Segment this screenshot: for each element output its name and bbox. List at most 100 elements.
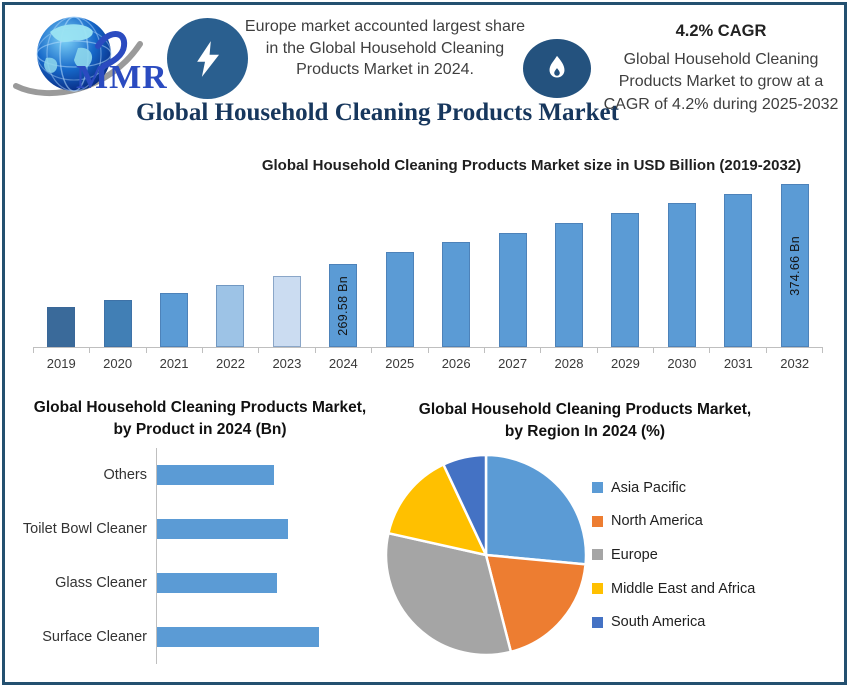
pie-slice-europe	[384, 531, 513, 657]
by-product-chart: Global Household Cleaning Products Marke…	[16, 397, 384, 664]
axis-tick	[429, 348, 485, 353]
flame-icon	[549, 55, 565, 78]
cagr-text: Global Household Cleaning Products Marke…	[603, 51, 839, 113]
axis-tick	[90, 348, 147, 353]
bar-column-2027	[484, 233, 540, 347]
axis-tick	[147, 348, 204, 353]
x-axis-line	[33, 347, 823, 348]
product-label: Toilet Bowl Cleaner	[22, 521, 147, 537]
bar-2030	[667, 203, 696, 347]
year-label-2020: 2020	[103, 356, 133, 371]
year-label-2019: 2019	[46, 356, 76, 371]
pie-slice-asia-pacific	[484, 453, 588, 566]
axis-tick	[259, 348, 316, 353]
market-size-chart: 269.58 Bn 374.66 Bn 2019 2020 2021 2022 2023 2…	[33, 177, 824, 371]
legend-swatch	[592, 482, 603, 494]
bar-2020	[103, 300, 132, 347]
legend-label: Asia Pacific	[611, 479, 686, 496]
year-label-2023: 2023	[272, 356, 302, 371]
product-row: Others	[16, 448, 384, 502]
bar-column-2025	[372, 252, 428, 347]
cagr-callout: 4.2% CAGR Global Household Cleaning Prod…	[597, 22, 845, 116]
market-size-bars: 269.58 Bn 374.66 Bn	[33, 177, 823, 347]
bar-column-2026	[428, 242, 484, 347]
axis-tick	[372, 348, 429, 353]
logo-text: MMR	[76, 59, 168, 96]
globe-icon: MMR	[13, 16, 168, 97]
pie-slice-south-america	[442, 453, 488, 557]
product-bar-area	[156, 556, 384, 610]
bar-column-2031	[710, 194, 766, 347]
bar-column-2023	[259, 276, 315, 347]
legend-label: Europe	[611, 546, 658, 563]
year-label-2025: 2025	[385, 356, 415, 371]
bar-value-label-2032: 374.66 Bn	[787, 235, 802, 296]
product-row: Surface Cleaner	[16, 610, 384, 664]
bar-2025	[385, 252, 414, 347]
legend-item-middle-east-and-africa: Middle East and Africa	[592, 572, 755, 606]
header-highlight-text: Europe market accounted largest share in…	[244, 18, 526, 78]
year-label-2030: 2030	[667, 356, 697, 371]
year-label-2031: 2031	[723, 356, 753, 371]
bar-column-2024: 269.58 Bn	[315, 264, 371, 347]
legend-swatch	[592, 583, 603, 595]
bar-2024: 269.58 Bn	[329, 264, 358, 347]
bar-value-label-2024: 269.58 Bn	[336, 275, 351, 336]
legend-item-south-america: South America	[592, 605, 755, 639]
product-bar-area	[156, 448, 384, 502]
by-region-chart-title: Global Household Cleaning Products Marke…	[418, 401, 752, 440]
bar-2031	[724, 194, 753, 347]
year-label-2029: 2029	[610, 356, 640, 371]
bar-column-2030	[654, 203, 710, 347]
by-product-chart-title: Global Household Cleaning Products Marke…	[33, 399, 367, 438]
lightning-icon	[196, 40, 219, 77]
bar-2032: 374.66 Bn	[780, 184, 809, 347]
flame-badge	[523, 39, 591, 98]
legend-item-europe: Europe	[592, 538, 755, 572]
legend-item-north-america: North America	[592, 505, 755, 539]
axis-tick	[316, 348, 373, 353]
pie-slice-middle-east-and-africa	[387, 463, 488, 557]
product-bar	[157, 465, 274, 485]
product-row: Glass Cleaner	[16, 556, 384, 610]
bar-column-2019	[33, 307, 89, 347]
axis-tick	[654, 348, 711, 353]
axis-tick	[203, 348, 260, 353]
x-axis-labels: 2019 2020 2021 2022 2023 2024 2025 2026 2027 2028…	[33, 356, 823, 371]
axis-tick	[767, 348, 824, 353]
year-label-2028: 2028	[554, 356, 584, 371]
product-bar	[157, 573, 277, 593]
year-label-2027: 2027	[498, 356, 528, 371]
bar-column-2028	[541, 223, 597, 347]
year-label-2021: 2021	[159, 356, 189, 371]
legend-swatch	[592, 549, 603, 561]
product-bar	[157, 519, 288, 539]
year-label-2026: 2026	[441, 356, 471, 371]
legend-label: South America	[611, 614, 706, 631]
bar-2021	[160, 293, 189, 347]
bar-column-2021	[146, 293, 202, 347]
lightning-badge	[167, 18, 248, 99]
legend-swatch	[592, 515, 603, 527]
bar-column-2029	[597, 213, 653, 347]
x-axis-ticks	[33, 348, 824, 353]
axis-tick	[541, 348, 598, 353]
product-label: Others	[103, 467, 147, 483]
bar-2022	[216, 285, 245, 347]
year-label-2022: 2022	[216, 356, 245, 371]
legend-label: North America	[611, 513, 703, 530]
pie-slice-north-america	[484, 553, 587, 654]
product-row: Toilet Bowl Cleaner	[16, 502, 384, 556]
bar-column-2022	[202, 285, 258, 347]
bar-column-2020	[89, 300, 145, 347]
bar-2028	[555, 223, 583, 347]
bar-2027	[498, 233, 527, 347]
year-label-2032: 2032	[780, 356, 810, 371]
legend-swatch	[592, 616, 603, 628]
mmr-logo: MMR	[12, 14, 170, 100]
legend-item-asia-pacific: Asia Pacific	[592, 471, 755, 505]
cagr-title: 4.2% CAGR	[675, 22, 767, 40]
bar-2023	[272, 276, 301, 347]
product-bar-area	[156, 610, 384, 664]
axis-tick	[598, 348, 654, 353]
